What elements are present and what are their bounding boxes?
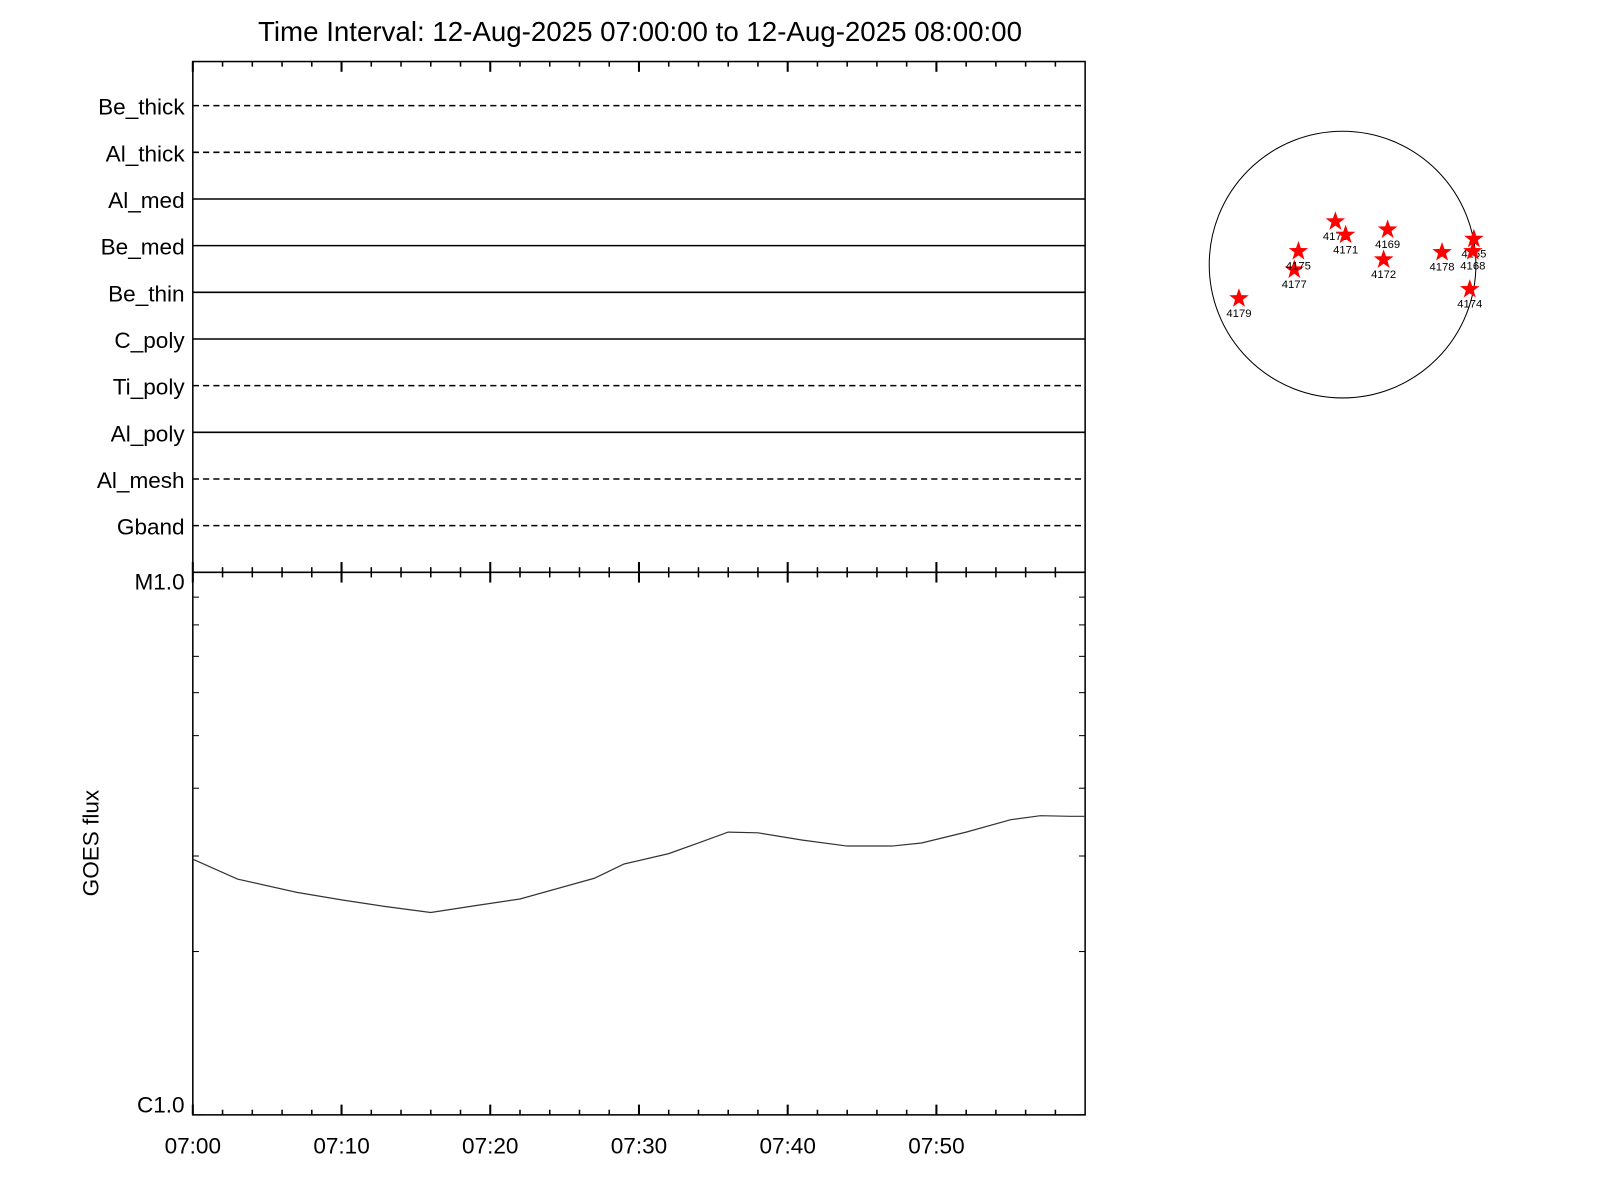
channel-label: Be_thin [108,281,184,306]
region-label: 4177 [1282,279,1307,291]
region-marker [1284,259,1305,278]
x-tick-label: 07:30 [611,1134,667,1159]
region-label: 4175 [1286,261,1311,273]
channel-label: Be_med [101,235,185,260]
y-axis-title: GOES flux [78,789,103,896]
solar-disk [1208,130,1477,399]
region-marker [1464,228,1484,248]
region-label: 4172 [1371,269,1396,281]
x-tick-label: 07:00 [165,1134,221,1159]
channel-label: C_poly [114,328,185,353]
region-label: 4178 [1429,262,1454,274]
region-label: 4168 [1460,261,1485,273]
region-marker [1335,224,1356,244]
x-tick-label: 07:20 [462,1134,518,1159]
channel-label: Be_thick [98,95,185,120]
x-tick-label: 07:10 [313,1134,369,1159]
region-marker [1432,242,1452,261]
channel-label: Gband [117,515,185,540]
channel-label: Ti_poly [113,375,186,400]
channel-label: Al_thick [106,141,186,166]
chart-title: Time Interval: 12-Aug-2025 07:00:00 to 1… [258,16,1022,47]
region-label: 4174 [1457,299,1482,311]
channel-label: Al_poly [111,421,186,446]
x-tick-label: 07:40 [759,1134,815,1159]
region-marker [1229,288,1249,307]
region-marker [1325,211,1346,230]
region-marker [1463,241,1483,260]
region-marker [1373,249,1394,268]
region-label: 4169 [1375,239,1400,251]
y-tick-label: C1.0 [137,1093,185,1118]
channel-label: Al_mesh [97,468,185,493]
plot-frame [192,60,1086,1116]
region-label: 4176 [1323,231,1348,243]
x-tick-label: 07:50 [908,1134,964,1159]
flux-line [192,815,1086,914]
y-tick-label: M1.0 [134,570,184,595]
region-marker [1460,279,1480,298]
region-marker [1288,241,1309,260]
region-marker [1377,219,1398,238]
channel-label: Al_med [108,188,184,213]
region-label: 4179 [1226,308,1251,320]
region-label: 4171 [1333,244,1358,256]
